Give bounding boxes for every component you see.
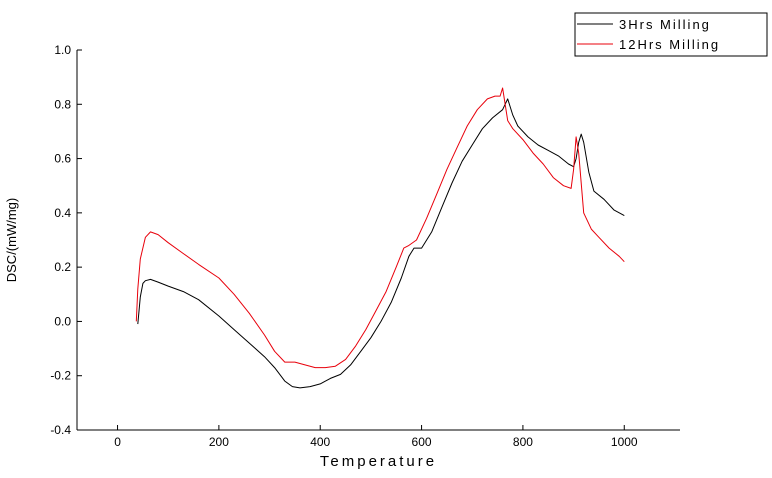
y-tick-label: 0.6 — [54, 152, 71, 166]
series-layer — [135, 87, 625, 389]
y-tick-label: -0.4 — [50, 423, 71, 437]
series-line-1 — [137, 98, 625, 389]
legend-label-1: 3Hrs Milling — [619, 17, 711, 32]
y-tick-label: 0.0 — [54, 314, 71, 328]
y-tick-label: 0.2 — [54, 260, 71, 274]
legend-label-2: 12Hrs Milling — [619, 37, 720, 52]
y-axis-title: DSC/(mW/mg) — [4, 198, 19, 283]
y-tick-label: 1.0 — [54, 43, 71, 57]
x-tick-label: 800 — [513, 435, 533, 449]
legend-box — [574, 12, 768, 57]
series-line-2 — [135, 87, 625, 369]
y-tick-label: -0.2 — [50, 369, 71, 383]
x-tick-label: 600 — [412, 435, 432, 449]
x-tick-label: 0 — [114, 435, 121, 449]
x-axis-title: Temperature — [320, 453, 437, 470]
y-tick-label: 0.8 — [54, 97, 71, 111]
x-tick-label: 1000 — [611, 435, 638, 449]
x-tick-label: 400 — [310, 435, 330, 449]
x-tick-label: 200 — [209, 435, 229, 449]
axes: 1.0 0.8 0.6 0.4 0.2 0.0 -0.2 -0.4 0 200 400 600 800 1… — [50, 43, 680, 449]
legend: 3Hrs Milling 12Hrs Milling — [574, 12, 768, 57]
y-tick-label: 0.4 — [54, 206, 71, 220]
